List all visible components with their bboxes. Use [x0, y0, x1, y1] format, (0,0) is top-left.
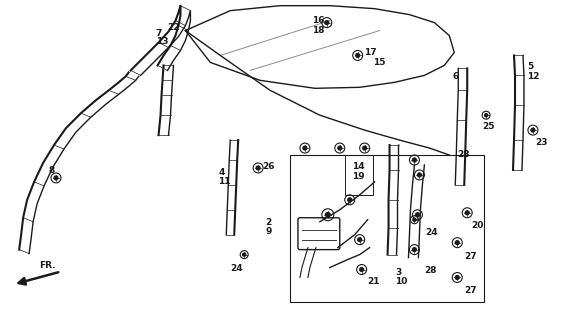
Text: 24: 24 [425, 228, 438, 237]
Circle shape [418, 173, 421, 177]
Circle shape [485, 114, 488, 117]
Circle shape [303, 146, 307, 150]
Text: 2: 2 [265, 218, 272, 227]
Circle shape [360, 268, 363, 271]
Circle shape [413, 248, 417, 252]
Text: 28: 28 [457, 150, 470, 159]
Circle shape [531, 128, 535, 132]
Text: 27: 27 [464, 286, 477, 295]
Circle shape [348, 198, 352, 202]
Text: 24: 24 [230, 264, 243, 273]
Circle shape [338, 146, 342, 150]
Bar [290, 155, 484, 302]
Circle shape [413, 158, 417, 162]
Bar [345, 155, 372, 195]
Text: 18: 18 [312, 26, 324, 35]
Circle shape [356, 53, 360, 57]
Text: 5: 5 [527, 62, 533, 71]
Text: 17: 17 [364, 49, 376, 58]
Text: 4: 4 [218, 168, 225, 177]
Text: 25: 25 [482, 122, 494, 131]
Circle shape [243, 253, 246, 256]
Text: 19: 19 [352, 172, 364, 181]
Circle shape [456, 276, 459, 279]
FancyBboxPatch shape [298, 218, 340, 250]
Circle shape [358, 238, 362, 242]
Text: 16: 16 [312, 16, 324, 25]
Text: 20: 20 [471, 221, 484, 230]
Text: 12: 12 [527, 72, 539, 81]
Text: 3: 3 [395, 268, 402, 276]
Circle shape [325, 212, 330, 217]
Text: 15: 15 [372, 59, 385, 68]
Text: 9: 9 [265, 227, 272, 236]
Circle shape [456, 241, 459, 244]
Text: FR.: FR. [39, 260, 56, 269]
Text: 8: 8 [48, 166, 54, 175]
Circle shape [363, 146, 367, 150]
Circle shape [325, 21, 329, 25]
Circle shape [415, 213, 419, 217]
Text: 26: 26 [262, 162, 274, 171]
Text: 21: 21 [368, 277, 380, 286]
Text: 28: 28 [425, 266, 437, 275]
Text: 13: 13 [156, 36, 168, 45]
Text: 14: 14 [352, 162, 364, 171]
Text: 6: 6 [452, 72, 458, 81]
Text: 10: 10 [395, 277, 408, 286]
Text: 11: 11 [218, 177, 231, 186]
Text: 27: 27 [464, 252, 477, 260]
Text: 23: 23 [535, 138, 547, 147]
Circle shape [465, 211, 469, 215]
Circle shape [256, 166, 260, 170]
Text: 7: 7 [156, 28, 162, 37]
Text: 22: 22 [167, 23, 180, 32]
Circle shape [413, 218, 416, 221]
Circle shape [54, 176, 58, 180]
